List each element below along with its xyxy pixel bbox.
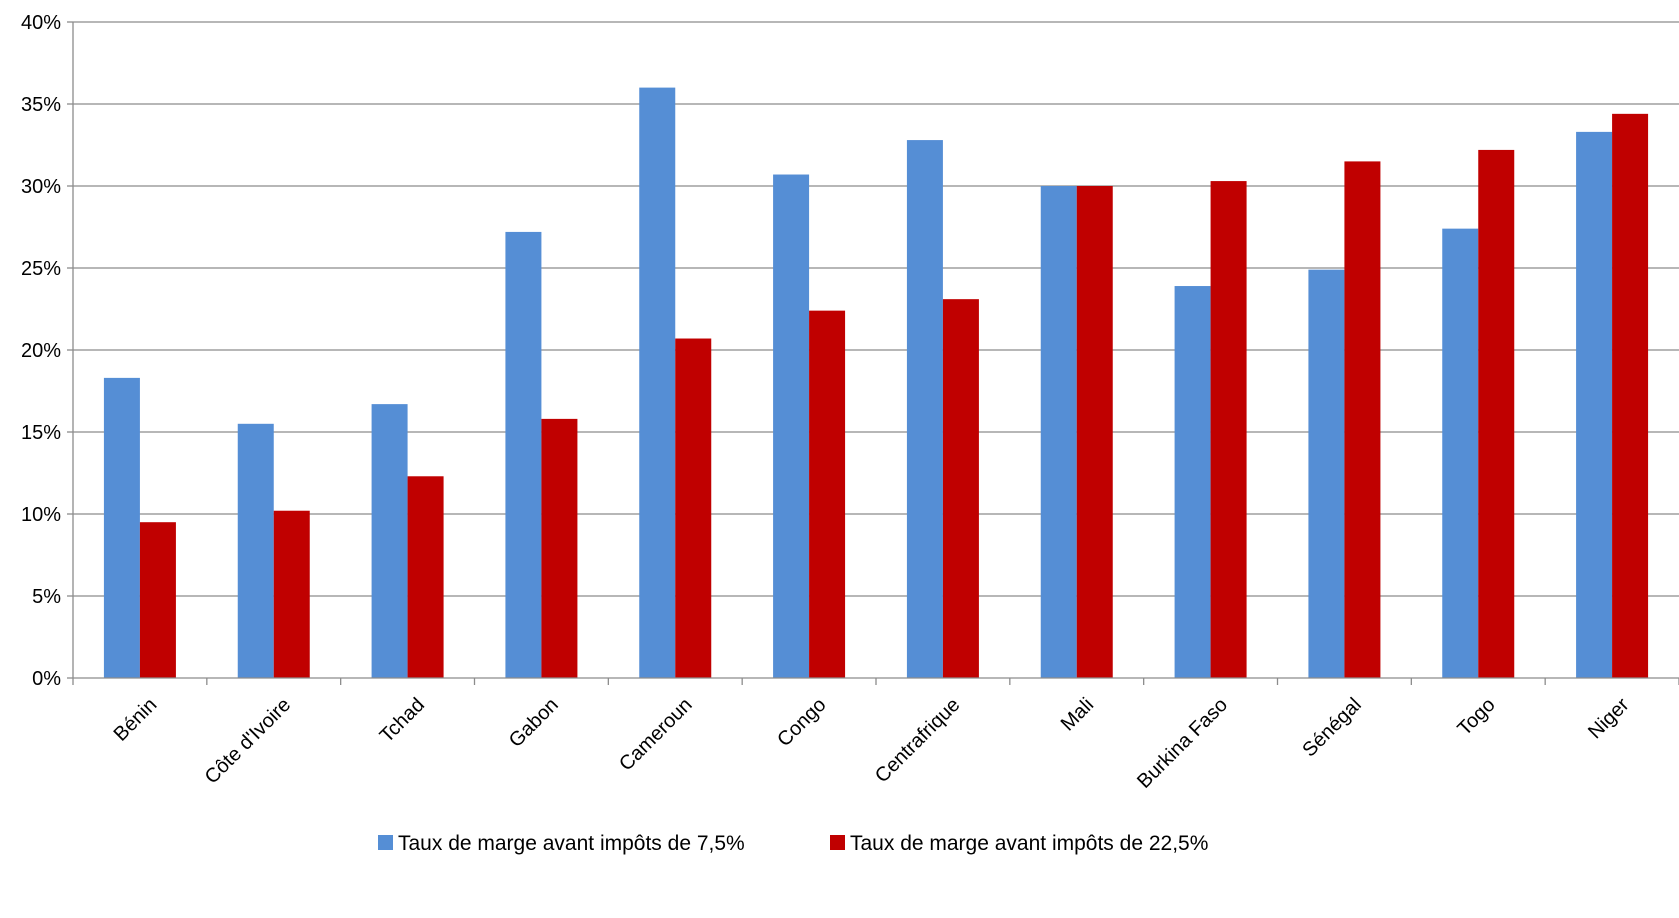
- x-tick-label: Centrafrique: [871, 694, 964, 787]
- bar-series-1: [1040, 186, 1077, 678]
- bar-series-2: [139, 522, 176, 678]
- x-tick-label: Gabon: [505, 694, 563, 752]
- bar-series-1: [906, 140, 943, 678]
- bar-series-1: [1174, 286, 1211, 678]
- legend-swatch: [830, 835, 845, 850]
- y-tick-label: 30%: [21, 176, 61, 198]
- legend: Taux de marge avant impôts de 7,5% Taux d…: [378, 832, 1208, 855]
- x-tick-label: Côte d'Ivoire: [201, 694, 296, 789]
- x-tick-label: Tchad: [376, 694, 429, 747]
- x-tick-label: Bénin: [110, 694, 162, 746]
- bar-series-2: [675, 338, 712, 678]
- x-tick-label: Togo: [1453, 694, 1499, 740]
- y-tick-label: 5%: [32, 586, 61, 608]
- y-tick-label: 40%: [21, 12, 61, 34]
- y-tick-label: 0%: [32, 668, 61, 690]
- bar-series-1: [1576, 131, 1613, 678]
- bar-series-1: [371, 404, 408, 678]
- bar-series-1: [773, 174, 810, 678]
- bar-series-2: [1344, 161, 1381, 678]
- bar-series-2: [1076, 186, 1113, 678]
- x-tick-label: Sénégal: [1298, 694, 1365, 761]
- y-tick-label: 15%: [21, 422, 61, 444]
- y-tick-label: 10%: [21, 504, 61, 526]
- bar-series-1: [1308, 269, 1345, 678]
- bar-series-1: [237, 423, 274, 678]
- legend-swatch: [378, 835, 393, 850]
- gridlines: [73, 21, 1679, 597]
- axes: [67, 21, 1679, 685]
- bar-series-2: [273, 510, 310, 678]
- bars: [103, 87, 1649, 679]
- bar-series-1: [639, 87, 676, 679]
- bar-series-2: [1612, 113, 1649, 679]
- x-tick-label: Cameroun: [615, 694, 697, 776]
- bar-series-1: [505, 231, 542, 679]
- bar-series-1: [1442, 228, 1479, 678]
- y-tick-label: 35%: [21, 94, 61, 116]
- bar-series-2: [1478, 149, 1515, 679]
- bar-series-1: [103, 377, 140, 678]
- y-axis-tick-labels: 0% 5% 10% 15% 20% 25% 30% 35% 40%: [21, 12, 61, 690]
- y-tick-label: 25%: [21, 258, 61, 280]
- bar-series-2: [407, 476, 444, 678]
- legend-label: Taux de marge avant impôts de 22,5%: [850, 832, 1208, 855]
- legend-label: Taux de marge avant impôts de 7,5%: [398, 832, 745, 855]
- x-tick-label: Burkina Faso: [1133, 694, 1232, 793]
- bar-series-2: [809, 310, 846, 678]
- x-tick-label: Congo: [773, 694, 830, 751]
- x-axis-tick-labels: Bénin Côte d'Ivoire Tchad Gabon Cameroun Cong…: [110, 694, 1634, 793]
- bar-series-2: [541, 418, 578, 678]
- bar-series-2: [942, 299, 979, 678]
- x-tick-label: Niger: [1584, 694, 1634, 744]
- y-tick-label: 20%: [21, 340, 61, 362]
- bar-series-2: [1210, 181, 1247, 678]
- x-tick-label: Mali: [1057, 694, 1098, 735]
